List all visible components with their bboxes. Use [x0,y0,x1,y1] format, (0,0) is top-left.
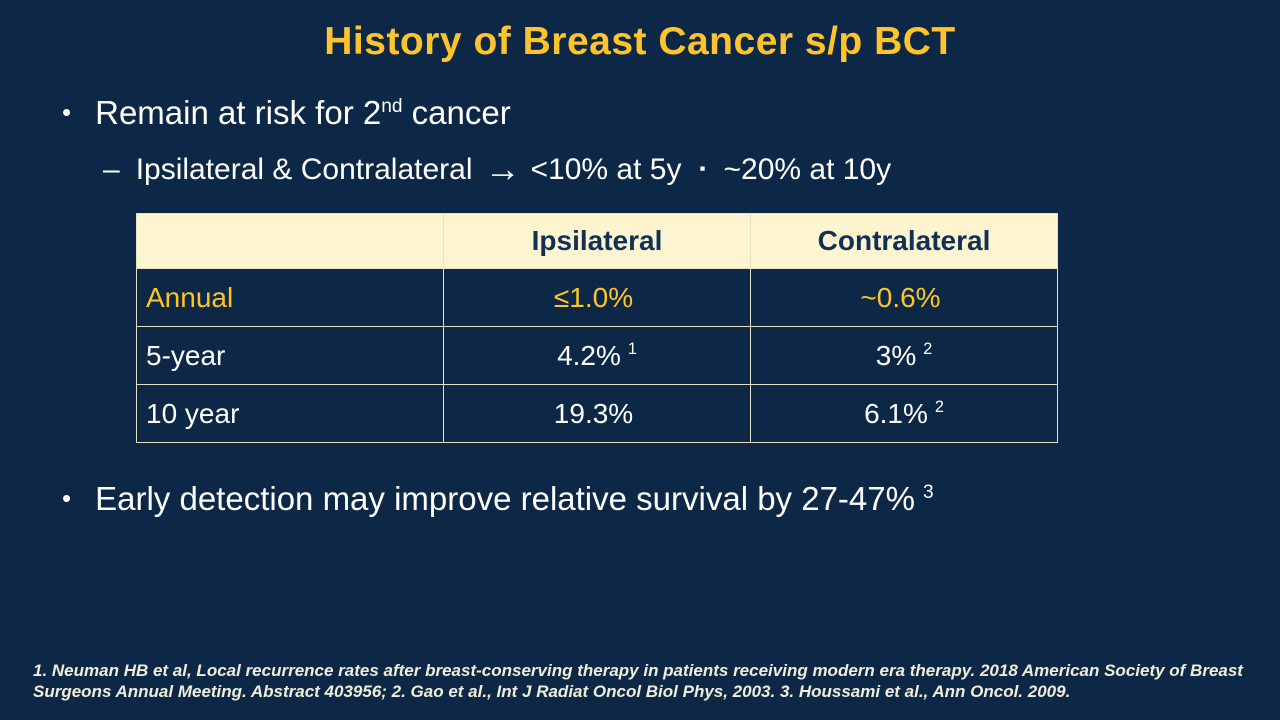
citation-superscript: 2 [923,340,933,359]
table-row-annual: Annual ≤1.0% ~0.6% [136,268,1058,327]
cell-5year-ipsilateral: 4.2% 1 [443,326,751,385]
sub-bullet-rates: – Ipsilateral & Contralateral → <10% at 5y ▪… [103,148,891,190]
cell-value: ~0.6% [860,281,941,313]
bullet-icon: • [62,483,72,513]
dash-bullet-icon: – [103,153,120,186]
citation-superscript: 3 [922,482,934,503]
cell-annual-contralateral: ~0.6% [750,268,1058,327]
table-header-empty [136,213,444,269]
bullet-early-detection: • Early detection may improve relative su… [62,480,934,518]
table-header-row: Ipsilateral Contralateral [136,213,1058,269]
footnote-citations: 1. Neuman HB et al, Local recurrence rat… [33,661,1243,701]
right-arrow-icon: → [484,148,521,189]
table-header-ipsilateral: Ipsilateral [443,213,751,269]
sub-bullet-rates-text: Ipsilateral & Contralateral [135,153,473,186]
rate-10y: ~20% at 10y [723,153,892,186]
citation-superscript: 1 [627,340,637,359]
row-label: 5-year [136,326,444,385]
row-label: 10 year [136,384,444,443]
ordinal-superscript: nd [381,96,403,117]
cell-value: 6.1% [864,397,928,429]
recurrence-risk-table: Ipsilateral Contralateral Annual ≤1.0% ~… [136,213,1058,443]
bullet-second-cancer-text: Remain at risk for 2 [95,94,382,131]
bullet-icon: • [62,97,72,127]
bullet-early-detection-text: Early detection may improve relative sur… [95,480,915,517]
cell-value: 3% [875,339,917,371]
cell-10year-ipsilateral: 19.3% [443,384,751,443]
rate-5y: <10% at 5y [530,153,682,186]
cell-value: 4.2% [557,339,621,371]
table-row-10-year: 10 year 19.3% 6.1% 2 [136,384,1058,443]
row-label: Annual [136,268,444,327]
slide-title: History of Breast Cancer s/p BCT [324,20,956,63]
cell-annual-ipsilateral: ≤1.0% [443,268,751,327]
bullet-second-cancer-text-after: cancer [402,94,511,131]
table-row-5-year: 5-year 4.2% 1 3% 2 [136,326,1058,385]
cell-value: ≤1.0% [553,281,634,313]
cell-value: 19.3% [553,397,634,429]
square-separator-icon: ▪ [699,159,706,178]
bullet-second-cancer: • Remain at risk for 2nd cancer [62,94,511,132]
citation-superscript: 2 [934,398,944,417]
cell-10year-contralateral: 6.1% 2 [750,384,1058,443]
table-header-contralateral: Contralateral [750,213,1058,269]
cell-5year-contralateral: 3% 2 [750,326,1058,385]
